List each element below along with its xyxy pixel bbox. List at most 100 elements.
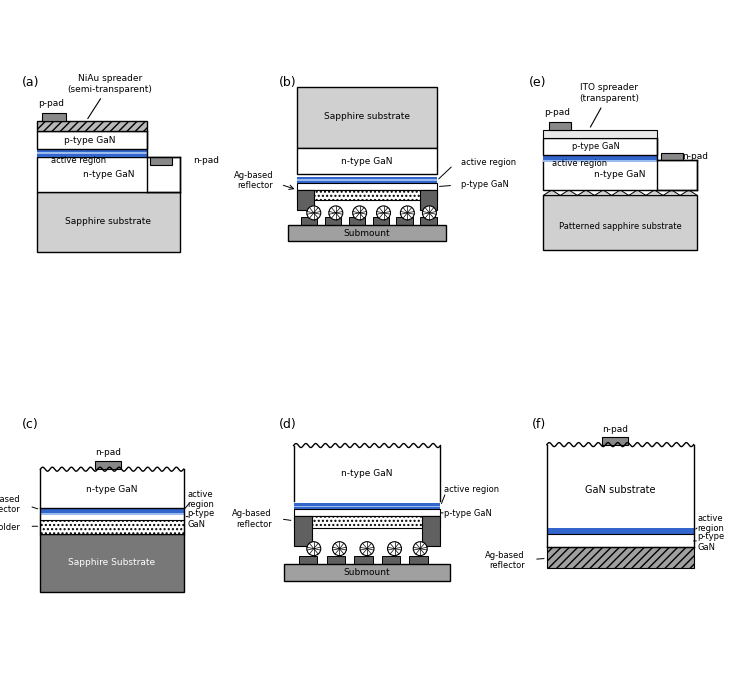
Text: Solder: Solder xyxy=(0,522,20,532)
Bar xyxy=(297,190,313,210)
Text: Patterned sapphire substrate: Patterned sapphire substrate xyxy=(559,222,682,231)
Text: n-pad: n-pad xyxy=(95,448,121,458)
Text: (a): (a) xyxy=(22,76,40,89)
Text: active
region: active region xyxy=(697,514,724,533)
Circle shape xyxy=(388,542,401,555)
Text: p-type
GaN: p-type GaN xyxy=(697,532,724,551)
Bar xyxy=(37,154,147,157)
Bar xyxy=(543,129,657,138)
Text: n-type GaN: n-type GaN xyxy=(86,485,138,494)
Bar xyxy=(40,510,184,513)
Text: NiAu spreader
(semi-transparent): NiAu spreader (semi-transparent) xyxy=(68,74,153,119)
Bar xyxy=(382,556,400,563)
Text: n-type GaN: n-type GaN xyxy=(341,468,393,478)
Text: (d): (d) xyxy=(279,418,297,431)
Polygon shape xyxy=(663,190,680,195)
Text: p-type GaN: p-type GaN xyxy=(64,135,116,145)
Bar xyxy=(285,563,449,581)
Polygon shape xyxy=(595,190,611,195)
Bar xyxy=(297,179,437,181)
Bar xyxy=(396,218,413,225)
Text: (e): (e) xyxy=(528,76,546,89)
Bar xyxy=(547,534,694,547)
Text: active region: active region xyxy=(444,485,499,494)
Bar xyxy=(602,437,628,445)
Text: p-type GaN: p-type GaN xyxy=(573,142,620,151)
Text: p-pad: p-pad xyxy=(544,109,570,117)
Polygon shape xyxy=(646,190,663,195)
Bar xyxy=(301,218,317,225)
Polygon shape xyxy=(611,190,629,195)
Text: n-pad: n-pad xyxy=(683,152,708,161)
Bar xyxy=(297,181,437,183)
Circle shape xyxy=(360,542,374,555)
Bar xyxy=(294,516,440,528)
Text: p-type
GaN: p-type GaN xyxy=(187,510,214,528)
Bar xyxy=(420,190,437,210)
Circle shape xyxy=(307,206,321,220)
Text: n-pad: n-pad xyxy=(192,156,219,165)
Bar xyxy=(543,160,697,190)
Text: (c): (c) xyxy=(22,418,39,431)
Bar xyxy=(547,530,694,534)
Bar xyxy=(661,153,683,160)
Bar xyxy=(95,461,121,469)
Bar xyxy=(294,503,440,506)
Circle shape xyxy=(333,542,346,555)
Bar xyxy=(547,534,694,535)
Bar xyxy=(40,534,184,592)
Bar xyxy=(372,218,389,225)
Bar xyxy=(299,556,318,563)
Text: Ag-based
reflector: Ag-based reflector xyxy=(485,551,525,570)
Circle shape xyxy=(401,206,414,220)
Bar xyxy=(410,556,427,563)
Bar xyxy=(354,556,372,563)
Polygon shape xyxy=(560,190,578,195)
Bar xyxy=(150,157,172,164)
Bar xyxy=(297,190,437,200)
Text: active region: active region xyxy=(553,159,608,168)
Bar xyxy=(543,195,697,251)
Bar xyxy=(349,218,365,225)
Bar xyxy=(543,160,657,162)
Circle shape xyxy=(307,542,321,555)
Bar xyxy=(40,508,184,510)
Text: ITO spreader
(transparent): ITO spreader (transparent) xyxy=(579,84,639,127)
Bar xyxy=(294,506,440,508)
Polygon shape xyxy=(578,190,595,195)
Bar xyxy=(37,131,147,150)
Bar xyxy=(40,512,184,520)
Bar xyxy=(294,507,440,510)
Bar xyxy=(327,556,345,563)
Bar xyxy=(40,469,184,508)
Text: Sapphire substrate: Sapphire substrate xyxy=(65,216,151,226)
Text: n-type GaN: n-type GaN xyxy=(82,170,134,179)
Bar xyxy=(42,113,66,121)
Polygon shape xyxy=(629,190,646,195)
Polygon shape xyxy=(543,190,560,195)
Bar xyxy=(297,87,437,148)
Text: (b): (b) xyxy=(279,76,297,89)
Text: n-type GaN: n-type GaN xyxy=(341,156,393,166)
Text: Submount: Submount xyxy=(344,228,390,237)
Circle shape xyxy=(329,206,343,220)
Text: p-type GaN: p-type GaN xyxy=(461,180,509,189)
Bar xyxy=(297,177,437,179)
Text: Submount: Submount xyxy=(344,568,390,577)
Text: GaN substrate: GaN substrate xyxy=(585,485,655,495)
Text: active
region: active region xyxy=(187,490,214,510)
Bar xyxy=(422,516,440,545)
Bar xyxy=(548,122,570,129)
Bar xyxy=(543,138,657,155)
Bar xyxy=(288,225,446,241)
Circle shape xyxy=(422,206,436,220)
Bar xyxy=(294,516,312,545)
Bar xyxy=(543,157,657,160)
Text: Ag-based
reflector: Ag-based reflector xyxy=(0,495,20,514)
Text: active region: active region xyxy=(51,156,106,164)
Bar xyxy=(37,121,147,131)
Bar xyxy=(40,520,184,534)
Bar xyxy=(37,152,147,154)
Circle shape xyxy=(352,206,367,220)
Text: active region: active region xyxy=(461,158,516,167)
